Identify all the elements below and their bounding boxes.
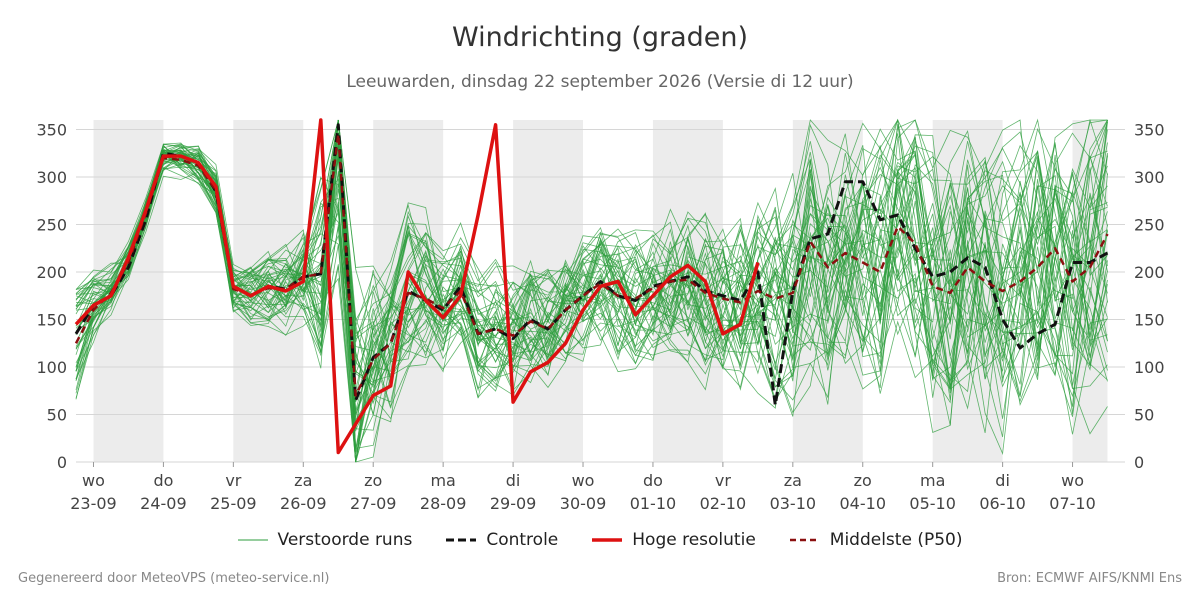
x-tick-date: 28-09 — [420, 494, 467, 513]
ensemble-member-line — [75, 150, 1108, 417]
x-tick-date: 25-09 — [210, 494, 257, 513]
legend-label: Middelste (P50) — [829, 530, 963, 550]
x-tick-day: do — [153, 471, 173, 490]
x-tick-date: 24-09 — [140, 494, 187, 513]
y-tick-left: 150 — [36, 311, 67, 330]
x-tick-labels: wo 23-09 do 24-09 vr 25-09 za 26-09 zo 27-09 ma 28-… — [70, 462, 1096, 513]
x-tick-day: wo — [82, 471, 105, 490]
x-tick-day: zo — [364, 471, 382, 490]
y-tick-left: 200 — [36, 263, 67, 282]
chart-subtitle: Leeuwarden, dinsdag 22 september 2026 (V… — [346, 72, 854, 92]
series-line-controle — [74, 123, 1109, 407]
x-tick-date: 29-09 — [490, 494, 537, 513]
ensemble-member-line — [75, 151, 1108, 372]
x-tick-date: 06-10 — [979, 494, 1026, 513]
y-tick-left: 300 — [36, 168, 67, 187]
legend-item-perturbed[interactable]: Verstoorde runs — [237, 530, 413, 550]
ensemble-member-line — [75, 119, 1108, 400]
legend-item-control[interactable]: Controle — [446, 530, 558, 550]
x-tick-date: 01-10 — [630, 494, 677, 513]
x-tick-date: 26-09 — [280, 494, 327, 513]
ensemble-member-line — [75, 119, 1108, 390]
x-tick-day: ma — [920, 471, 945, 490]
ensemble-member-line — [75, 119, 1108, 415]
x-tick-date: 02-10 — [700, 494, 747, 513]
footer-source: Bron: ECMWF AIFS/KNMI Ens — [997, 571, 1182, 586]
ensemble-member-line — [75, 140, 1108, 432]
ensemble-member-line — [75, 119, 1108, 407]
main-series — [74, 118, 1109, 455]
series-line-hoge-resolutie — [74, 118, 760, 455]
legend-swatch-p50 — [789, 538, 820, 542]
y-tick-labels: 0 0 50 50 100 100 150 150 200 200 250 250 300 300 350 3… — [36, 121, 1164, 473]
x-tick-date: 23-09 — [70, 494, 117, 513]
x-tick-date: 05-10 — [909, 494, 956, 513]
x-tick-date: 04-10 — [840, 494, 887, 513]
y-tick-left: 350 — [36, 121, 67, 140]
x-tick-day: di — [506, 471, 521, 490]
x-tick-day: zo — [854, 471, 872, 490]
x-tick-day: wo — [1061, 471, 1084, 490]
legend-label: Controle — [486, 530, 559, 550]
ensemble-member-line — [75, 119, 1108, 426]
x-tick-day: do — [643, 471, 663, 490]
ensemble-member-line — [75, 130, 1108, 449]
x-tick-date: 07-10 — [1049, 494, 1096, 513]
y-tick-right: 100 — [1134, 358, 1165, 377]
y-tick-right: 0 — [1134, 453, 1144, 472]
ensemble-member-line — [75, 119, 1108, 405]
x-tick-day: ma — [430, 471, 455, 490]
ensemble-member-line — [75, 151, 1108, 431]
legend-item-p50[interactable]: Middelste (P50) — [789, 530, 963, 550]
y-tick-left: 100 — [36, 358, 67, 377]
ensemble-lines — [75, 118, 1108, 463]
ensemble-member-line — [75, 119, 1108, 415]
x-tick-day: za — [784, 471, 802, 490]
legend-item-high-res[interactable]: Hoge resolutie — [592, 530, 756, 550]
y-tick-left: 250 — [36, 216, 67, 235]
x-tick-day: za — [294, 471, 312, 490]
chart-title: Windrichting (graden) — [451, 22, 749, 53]
y-tick-left: 0 — [57, 453, 67, 472]
y-tick-right: 250 — [1134, 216, 1165, 235]
x-tick-day: di — [995, 471, 1010, 490]
ensemble-member-line — [75, 119, 1108, 390]
y-tick-left: 50 — [47, 406, 67, 425]
legend-label: Hoge resolutie — [632, 530, 756, 550]
legend-swatch-control — [446, 538, 477, 542]
legend-swatch-high-res — [592, 538, 623, 542]
x-tick-day: wo — [572, 471, 595, 490]
ensemble-member-line — [75, 118, 1108, 463]
footer-generated-by: Gegenereerd door MeteoVPS (meteo-service… — [18, 571, 330, 586]
y-tick-right: 300 — [1134, 168, 1165, 187]
x-tick-date: 03-10 — [770, 494, 817, 513]
y-tick-right: 50 — [1134, 406, 1154, 425]
ensemble-member-line — [75, 139, 1108, 463]
x-tick-day: vr — [715, 471, 731, 490]
ensemble-member-line — [75, 136, 1108, 456]
x-tick-date: 27-09 — [350, 494, 397, 513]
x-tick-date: 30-09 — [560, 494, 607, 513]
y-tick-right: 200 — [1134, 263, 1165, 282]
y-tick-right: 150 — [1134, 311, 1165, 330]
x-tick-day: vr — [225, 471, 241, 490]
y-tick-right: 350 — [1134, 121, 1165, 140]
legend-label: Verstoorde runs — [277, 530, 413, 550]
legend-swatch-perturbed — [237, 539, 268, 541]
legend: Verstoorde runs Controle Hoge resolutie … — [0, 530, 1200, 550]
